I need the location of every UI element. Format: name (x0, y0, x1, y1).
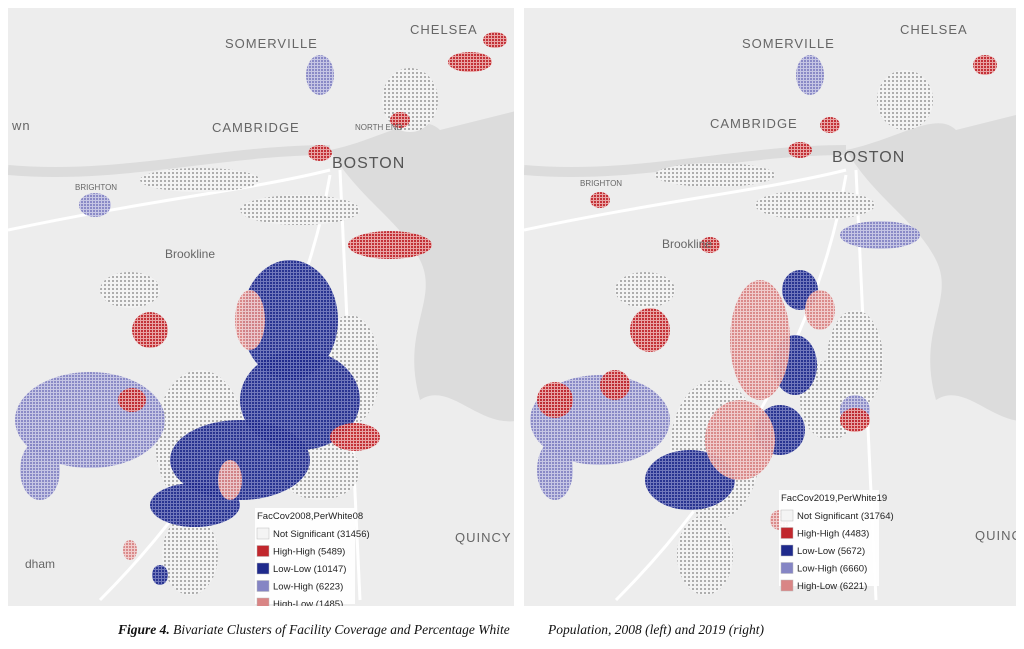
place-label: CAMBRIDGE (710, 116, 798, 131)
place-label: QUINCY (455, 530, 512, 545)
cluster (306, 55, 334, 95)
legend-label: High-High (4483) (797, 529, 869, 540)
place-label: QUINCY (975, 528, 1024, 543)
legend-box (779, 490, 879, 586)
cluster (590, 192, 610, 208)
legend-swatch (780, 562, 794, 574)
cluster (655, 163, 775, 187)
cluster (240, 195, 360, 225)
place-label: Brookline (165, 247, 215, 261)
cluster (820, 117, 840, 133)
cluster (218, 460, 242, 500)
legend-label: Low-High (6660) (797, 564, 867, 575)
legend-title: FacCov2008,PerWhite08 (257, 511, 363, 522)
place-label: wn (11, 118, 31, 133)
water (330, 111, 514, 422)
cluster (123, 540, 137, 560)
place-label: NORTH END (355, 123, 403, 132)
water (846, 115, 1016, 421)
cluster (840, 221, 920, 249)
maps: SOMERVILLE CHELSEA wn CAMBRIDGE NORTH END BOS… (8, 8, 1024, 610)
legend-label: High-Low (6221) (797, 581, 867, 592)
cluster (645, 450, 735, 510)
legend-swatch (256, 580, 270, 592)
cluster (132, 312, 168, 348)
caption: Figure 4. Bivariate Clusters of Facility… (117, 622, 764, 637)
cluster (170, 420, 310, 500)
cluster (730, 280, 790, 400)
legend-swatch (780, 544, 794, 557)
cluster (796, 55, 824, 95)
map: SOMERVILLE CHELSEA CAMBRIDGE BOSTON BRIGHTON… (524, 8, 1024, 606)
cluster (162, 515, 218, 595)
legend-label: High-Low (1485) (273, 599, 343, 610)
legend-label: Not Significant (31764) (797, 511, 894, 522)
cluster (840, 408, 870, 432)
cluster (615, 272, 675, 308)
legend-swatch (256, 562, 270, 575)
legend-swatch (256, 527, 270, 540)
cluster (677, 515, 733, 595)
cluster (20, 440, 60, 500)
legend-label: Not Significant (31456) (273, 529, 370, 540)
cluster (448, 52, 492, 72)
place-label: BRIGHTON (580, 179, 622, 188)
caption-right: Population, 2008 (left) and 2019 (right) (547, 622, 764, 637)
place-label: dham (25, 557, 55, 571)
cluster (308, 145, 332, 161)
cluster (700, 237, 720, 253)
cluster (805, 290, 835, 330)
place-label: Brookline (662, 237, 712, 251)
legend-label: Low-Low (10147) (273, 564, 346, 575)
place-label: SOMERVILLE (225, 36, 318, 51)
place-label: BRIGHTON (75, 183, 117, 192)
caption-left: Bivariate Clusters of Facility Coverage … (173, 622, 510, 637)
cluster (79, 193, 111, 217)
cluster (537, 382, 573, 418)
legend-label: High-High (5489) (273, 547, 345, 558)
cluster (788, 142, 812, 158)
cluster (152, 565, 168, 585)
cluster (537, 440, 573, 500)
legend-swatch (780, 527, 794, 539)
cluster (100, 272, 160, 308)
legend-title: FacCov2019,PerWhite19 (781, 493, 887, 504)
legend-label: Low-High (6223) (273, 582, 343, 593)
cluster (483, 32, 507, 48)
figure-label: Figure 4. (117, 622, 170, 637)
cluster (973, 55, 997, 75)
legend-swatch (780, 579, 794, 592)
cluster (242, 260, 338, 380)
legend-swatch (780, 509, 794, 522)
place-label: BOSTON (832, 149, 905, 166)
cluster (330, 423, 380, 451)
cluster (877, 70, 933, 130)
place-label: SOMERVILLE (742, 36, 835, 51)
cluster (118, 388, 146, 412)
cluster (140, 168, 260, 192)
map: SOMERVILLE CHELSEA wn CAMBRIDGE NORTH END BOS… (8, 8, 514, 610)
cluster (630, 308, 670, 352)
legend-label: Low-Low (5672) (797, 546, 865, 557)
river (8, 145, 331, 178)
cluster (348, 231, 432, 259)
legend-box (255, 508, 355, 604)
cluster (390, 112, 410, 128)
legend-swatch (256, 597, 270, 606)
caption-text: Figure 4. Bivariate Clusters of Facility… (117, 622, 510, 637)
cluster (235, 290, 265, 350)
legend-swatch (256, 545, 270, 557)
cluster (600, 370, 630, 400)
place-label: CHELSEA (410, 22, 478, 37)
cluster (705, 400, 775, 480)
place-label: CAMBRIDGE (212, 120, 300, 135)
cluster (150, 483, 240, 527)
place-label: CHELSEA (900, 22, 968, 37)
cluster (755, 190, 875, 220)
place-label: BOSTON (332, 155, 405, 172)
